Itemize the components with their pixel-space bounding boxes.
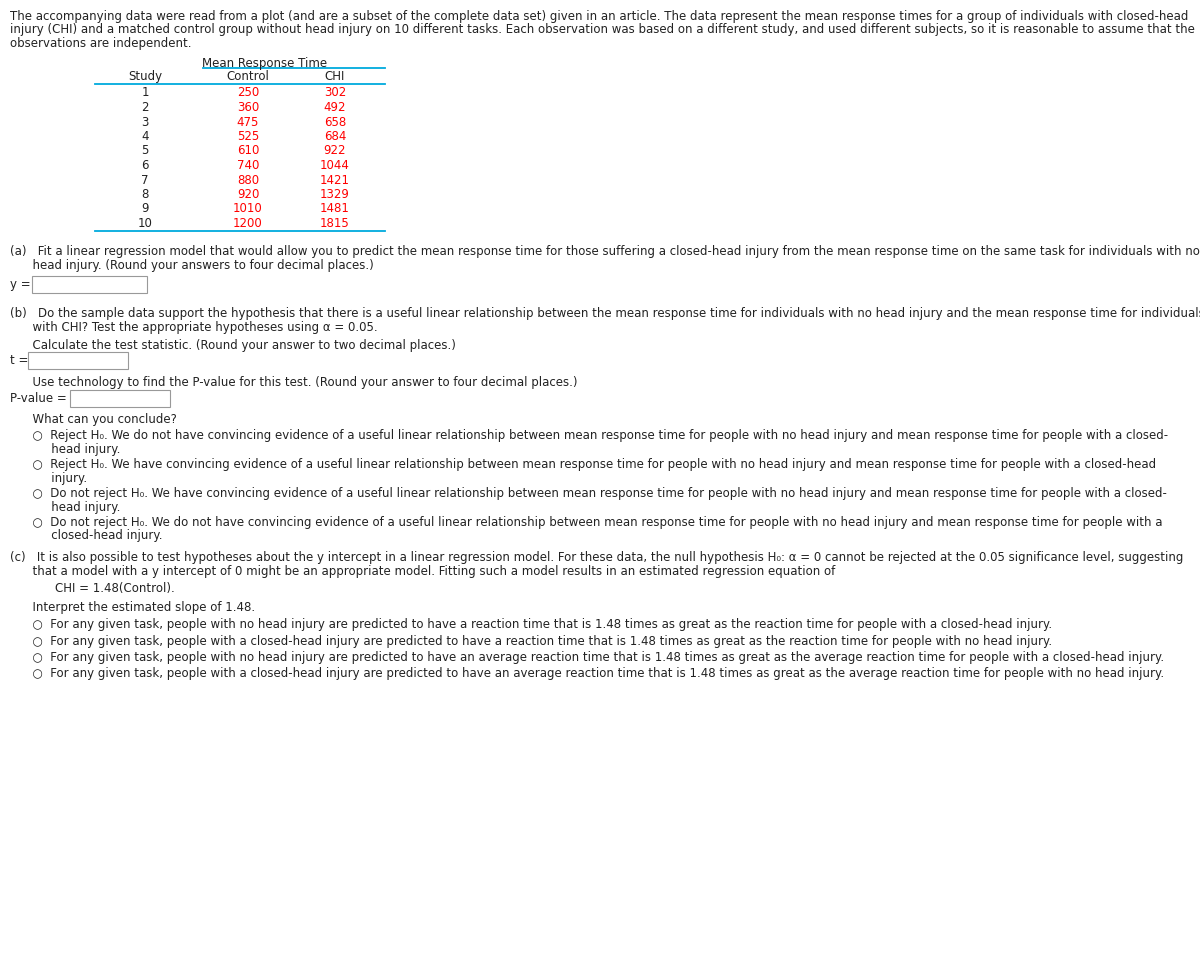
Text: ○  For any given task, people with no head injury are predicted to have an avera: ○ For any given task, people with no hea… xyxy=(10,651,1164,664)
Text: 9: 9 xyxy=(142,202,149,216)
Text: 658: 658 xyxy=(324,115,346,129)
Text: ○  For any given task, people with a closed-head injury are predicted to have an: ○ For any given task, people with a clos… xyxy=(10,668,1164,680)
Text: 1481: 1481 xyxy=(320,202,350,216)
Text: 525: 525 xyxy=(236,130,259,143)
Text: 4: 4 xyxy=(142,130,149,143)
Text: Interpret the estimated slope of 1.48.: Interpret the estimated slope of 1.48. xyxy=(10,601,256,615)
Text: 1421: 1421 xyxy=(320,174,350,186)
Text: What can you conclude?: What can you conclude? xyxy=(10,414,176,427)
Text: P-value =: P-value = xyxy=(10,391,67,404)
Text: Control: Control xyxy=(227,70,270,83)
Text: injury.: injury. xyxy=(10,471,88,484)
Text: y =: y = xyxy=(10,277,31,291)
Text: head injury.: head injury. xyxy=(10,442,120,456)
Text: ○  Reject H₀. We do not have convincing evidence of a useful linear relationship: ○ Reject H₀. We do not have convincing e… xyxy=(10,429,1168,442)
Text: 360: 360 xyxy=(236,101,259,114)
Text: 1044: 1044 xyxy=(320,159,350,172)
Text: Calculate the test statistic. (Round your answer to two decimal places.): Calculate the test statistic. (Round you… xyxy=(10,339,456,351)
Text: that a model with a y intercept of 0 might be an appropriate model. Fitting such: that a model with a y intercept of 0 mig… xyxy=(10,564,835,578)
Text: with CHI? Test the appropriate hypotheses using α = 0.05.: with CHI? Test the appropriate hypothese… xyxy=(10,321,378,334)
Text: closed-head injury.: closed-head injury. xyxy=(10,530,162,543)
Text: 1329: 1329 xyxy=(320,188,350,201)
Text: (b)   Do the sample data support the hypothesis that there is a useful linear re: (b) Do the sample data support the hypot… xyxy=(10,307,1200,320)
Text: 8: 8 xyxy=(142,188,149,201)
Text: 3: 3 xyxy=(142,115,149,129)
Text: injury (CHI) and a matched control group without head injury on 10 different tas: injury (CHI) and a matched control group… xyxy=(10,23,1195,36)
Text: Use technology to find the P-value for this test. (Round your answer to four dec: Use technology to find the P-value for t… xyxy=(10,376,577,389)
Text: CHI = 1.48(Control).: CHI = 1.48(Control). xyxy=(10,582,175,595)
Text: head injury. (Round your answers to four decimal places.): head injury. (Round your answers to four… xyxy=(10,259,373,272)
Text: t =: t = xyxy=(10,354,29,367)
Text: ○  Do not reject H₀. We have convincing evidence of a useful linear relationship: ○ Do not reject H₀. We have convincing e… xyxy=(10,487,1166,500)
Text: 1200: 1200 xyxy=(233,217,263,230)
Text: Mean Response Time: Mean Response Time xyxy=(203,57,328,69)
Text: 1010: 1010 xyxy=(233,202,263,216)
Text: 7: 7 xyxy=(142,174,149,186)
Bar xyxy=(32,275,148,293)
Text: 880: 880 xyxy=(236,174,259,186)
Text: 250: 250 xyxy=(236,87,259,100)
Text: (a)   Fit a linear regression model that would allow you to predict the mean res: (a) Fit a linear regression model that w… xyxy=(10,246,1200,259)
Text: 1: 1 xyxy=(142,87,149,100)
Text: observations are independent.: observations are independent. xyxy=(10,37,192,50)
Text: 684: 684 xyxy=(324,130,346,143)
Text: ○  For any given task, people with a closed-head injury are predicted to have a : ○ For any given task, people with a clos… xyxy=(10,634,1052,647)
Text: 920: 920 xyxy=(236,188,259,201)
Text: 1815: 1815 xyxy=(320,217,350,230)
Text: CHI: CHI xyxy=(325,70,346,83)
Text: 10: 10 xyxy=(138,217,152,230)
Text: ○  For any given task, people with no head injury are predicted to have a reacti: ○ For any given task, people with no hea… xyxy=(10,618,1052,631)
Text: ○  Do not reject H₀. We do not have convincing evidence of a useful linear relat: ○ Do not reject H₀. We do not have convi… xyxy=(10,516,1163,529)
Bar xyxy=(28,352,128,369)
Text: 475: 475 xyxy=(236,115,259,129)
Text: 302: 302 xyxy=(324,87,346,100)
Text: The accompanying data were read from a plot (and are a subset of the complete da: The accompanying data were read from a p… xyxy=(10,10,1188,23)
Text: 2: 2 xyxy=(142,101,149,114)
Text: head injury.: head injury. xyxy=(10,501,120,513)
Bar xyxy=(70,389,170,406)
Text: 5: 5 xyxy=(142,144,149,157)
Text: 922: 922 xyxy=(324,144,347,157)
Text: 492: 492 xyxy=(324,101,347,114)
Text: 6: 6 xyxy=(142,159,149,172)
Text: 610: 610 xyxy=(236,144,259,157)
Text: ○  Reject H₀. We have convincing evidence of a useful linear relationship betwee: ○ Reject H₀. We have convincing evidence… xyxy=(10,458,1156,471)
Text: Study: Study xyxy=(128,70,162,83)
Text: 740: 740 xyxy=(236,159,259,172)
Text: (c)   It is also possible to test hypotheses about the y intercept in a linear r: (c) It is also possible to test hypothes… xyxy=(10,551,1183,564)
